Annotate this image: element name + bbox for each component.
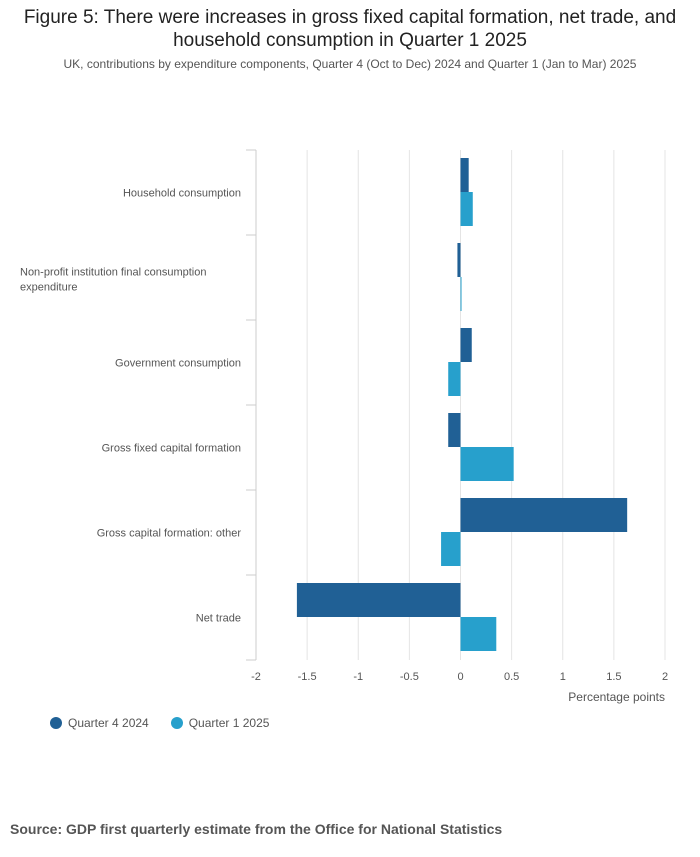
chart-subtitle: UK, contributions by expenditure compone…: [63, 57, 637, 71]
x-tick-label: -2: [251, 671, 261, 683]
x-tick-label: -0.5: [400, 671, 419, 683]
bar: [441, 532, 461, 566]
bar-chart: -2 -1.5 -1 -0.5 0 0.5 1 1.5 2 Household consumpti…: [20, 149, 668, 704]
x-tick-label: 2: [662, 671, 668, 683]
x-tick-label: 0: [457, 671, 463, 683]
category-label: Gross fixed capital formation: [102, 443, 241, 455]
x-tick-label: 0.5: [504, 671, 519, 683]
x-tick-label: -1.5: [298, 671, 317, 683]
bar: [460, 158, 469, 192]
bar: [460, 192, 473, 226]
x-axis-label: Percentage points: [568, 690, 665, 704]
x-tick-label: 1.5: [606, 671, 621, 683]
legend-item-q1[interactable]: Quarter 1 2025: [170, 716, 270, 730]
bar: [448, 413, 461, 447]
chart-title: Figure 5: There were increases in gross …: [23, 7, 677, 51]
legend-item-q4[interactable]: Quarter 4 2024: [50, 716, 149, 730]
legend-label: Quarter 1 2025: [188, 716, 270, 730]
x-tick-label: -1: [353, 671, 363, 683]
category-label: Non-profit institution final consumption: [20, 267, 206, 279]
legend-marker: [170, 717, 183, 729]
bar: [296, 583, 461, 617]
category-label: expenditure: [20, 282, 78, 294]
bar: [457, 243, 461, 277]
category-label: Net trade: [196, 613, 241, 625]
legend-marker: [50, 717, 62, 729]
source-note: Source: GDP first quarterly estimate fro…: [10, 821, 503, 837]
category-label: Gross capital formation: other: [97, 528, 242, 540]
bar: [460, 328, 472, 362]
bar: [460, 498, 628, 532]
category-label: Household consumption: [123, 188, 241, 200]
bar: [460, 617, 497, 651]
category-label: Government consumption: [115, 358, 241, 370]
legend-label: Quarter 4 2024: [68, 716, 149, 730]
bar: [460, 277, 462, 311]
x-tick-label: 1: [560, 671, 566, 683]
bar: [460, 447, 514, 481]
legend: Quarter 4 2024 Quarter 1 2025: [50, 716, 269, 730]
bar: [448, 362, 461, 396]
